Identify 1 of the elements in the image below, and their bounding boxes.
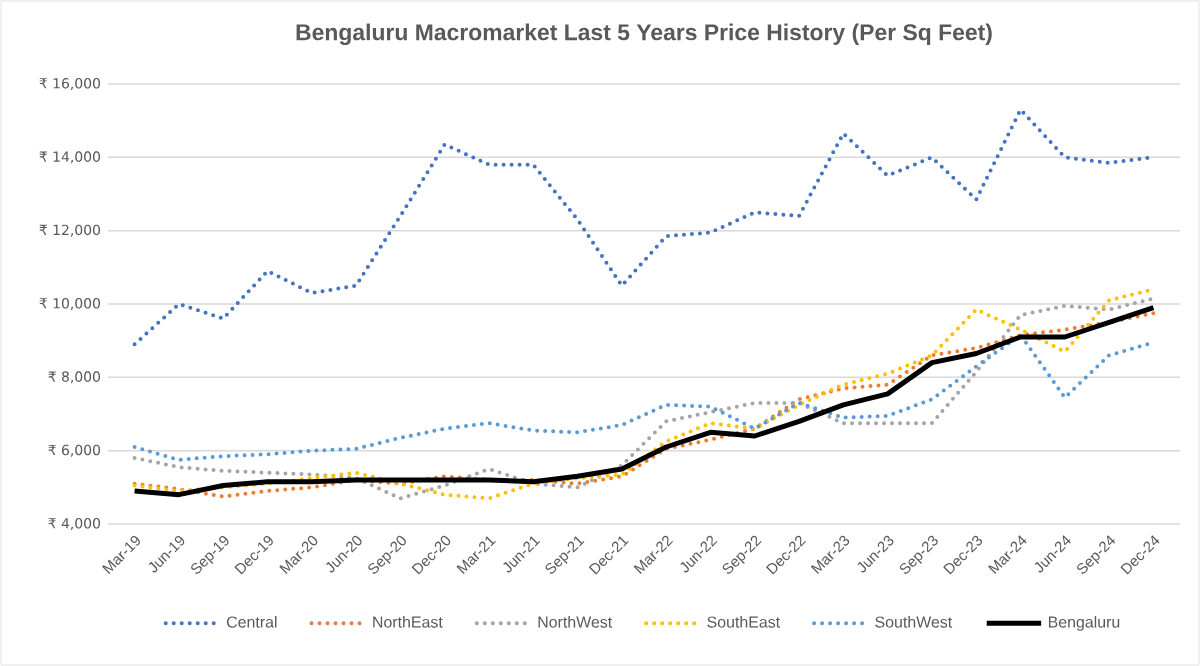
chart-title: Bengaluru Macromarket Last 5 Years Price History (Per Sq Feet) — [296, 23, 992, 45]
